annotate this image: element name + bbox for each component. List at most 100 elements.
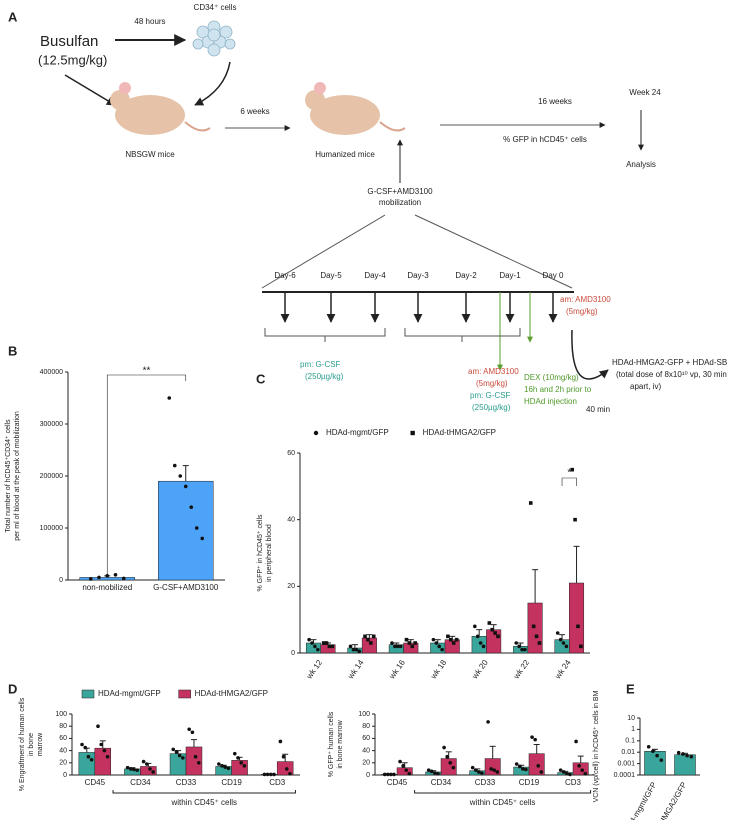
- y-tick-label: 100000: [40, 525, 63, 532]
- data-point: [148, 767, 152, 771]
- mouse-label: NBSGW mice: [125, 150, 175, 159]
- y-tick-label: 0.0001: [614, 772, 636, 779]
- data-point: [167, 396, 172, 400]
- y-tick-label: 0: [366, 772, 370, 779]
- data-point: [681, 752, 685, 756]
- data-point: [404, 637, 409, 642]
- brace: [264, 328, 386, 342]
- y-tick-label: 40: [287, 517, 295, 524]
- x-tick-label: wk 24: [553, 658, 573, 682]
- data-point: [232, 751, 237, 756]
- day-label: Day-2: [455, 271, 477, 280]
- data-point: [448, 761, 453, 765]
- data-point: [398, 644, 403, 649]
- panel-label: E: [626, 681, 635, 696]
- y-tick-label: 0.01: [621, 749, 635, 756]
- data-point: [88, 577, 93, 581]
- data-point: [144, 762, 149, 766]
- data-point: [514, 641, 519, 645]
- mouse-icon: [305, 82, 406, 135]
- y-tick-label: 20: [362, 760, 370, 767]
- data-point: [579, 644, 583, 649]
- data-point: [517, 644, 521, 649]
- data-point: [239, 761, 243, 765]
- injection: HDAd-HMGA2-GFP + HDAd-SB: [612, 358, 727, 367]
- data-point: [558, 637, 563, 642]
- legend-label: HDAd-mgmt/GFP: [98, 689, 161, 698]
- readout: % GFP in hCD45⁺ cells: [503, 135, 587, 144]
- data-point: [493, 631, 497, 635]
- data-point: [190, 730, 195, 735]
- data-point: [437, 644, 442, 649]
- data-point: [451, 765, 456, 770]
- data-point: [534, 634, 539, 639]
- data-point: [685, 753, 689, 758]
- data-point: [105, 574, 110, 578]
- panel-label: C: [256, 371, 266, 386]
- y-tick-label: 400000: [40, 369, 63, 376]
- data-point: [413, 641, 417, 645]
- x-tick-label: CD34: [431, 778, 452, 787]
- data-point: [265, 772, 270, 777]
- y-axis-label: % GFP⁺ in hCD45⁺ cells: [257, 514, 264, 592]
- y-axis-label: % GFP⁺ human cells: [328, 711, 335, 777]
- x-tick-label: non-mobilized: [82, 583, 132, 592]
- data-point: [523, 647, 527, 652]
- data-point: [487, 621, 492, 625]
- y-tick-label: 40: [59, 747, 67, 754]
- significance-bracket: [561, 477, 577, 486]
- y-tick-label: 80: [362, 723, 370, 730]
- data-point: [236, 756, 240, 760]
- data-point: [555, 631, 560, 635]
- x-tick-label: wk 18: [428, 658, 448, 682]
- data-point: [561, 770, 566, 774]
- data-point: [401, 764, 405, 768]
- bar: [430, 642, 446, 654]
- y-axis-label: marrow: [37, 732, 44, 756]
- day-label: Day-6: [274, 271, 296, 280]
- data-point: [89, 757, 94, 762]
- data-point: [284, 767, 289, 771]
- legend-label: HDAd-mgmt/GFP: [326, 428, 389, 437]
- data-point: [475, 634, 480, 639]
- bar: [158, 480, 214, 581]
- interval: 16 weeks: [538, 97, 572, 106]
- data-point: [576, 624, 580, 629]
- x-tick-label: G-CSF+AMD3100: [153, 583, 219, 592]
- data-point: [490, 627, 495, 632]
- data-point: [389, 772, 393, 777]
- data-point: [86, 754, 91, 759]
- data-point: [172, 463, 177, 468]
- data-point: [105, 754, 110, 759]
- delay: 40 min: [586, 405, 610, 414]
- y-tick-label: 20: [287, 583, 295, 590]
- data-point: [574, 739, 578, 744]
- data-point: [646, 744, 651, 749]
- data-point: [187, 727, 191, 732]
- data-point: [486, 720, 490, 724]
- x-tick-label: wk 14: [346, 658, 366, 682]
- data-point: [451, 641, 456, 645]
- data-point: [200, 536, 205, 541]
- analysis: Analysis: [626, 160, 656, 169]
- x-tick-label: CD19: [221, 778, 242, 787]
- x-tick-label: CD45: [85, 778, 106, 787]
- data-point: [96, 724, 100, 728]
- data-point: [449, 637, 453, 642]
- treatment: (5mg/kg): [566, 307, 598, 316]
- interval: 6 weeks: [240, 107, 269, 116]
- data-point: [281, 754, 286, 759]
- y-axis-label: per ml of blood at the peak of mobilizat…: [14, 411, 21, 541]
- data-point: [583, 771, 588, 776]
- data-point: [489, 767, 493, 771]
- data-point: [321, 641, 326, 645]
- data-point: [193, 754, 198, 759]
- data-point: [480, 771, 484, 775]
- arrow: [571, 329, 609, 380]
- data-point: [83, 745, 88, 750]
- data-point: [558, 768, 563, 772]
- treatment: (250µg/kg): [305, 372, 344, 381]
- bar: [185, 746, 203, 776]
- injection: (total dose of 8x10¹⁰ vp, 30 min: [616, 370, 727, 379]
